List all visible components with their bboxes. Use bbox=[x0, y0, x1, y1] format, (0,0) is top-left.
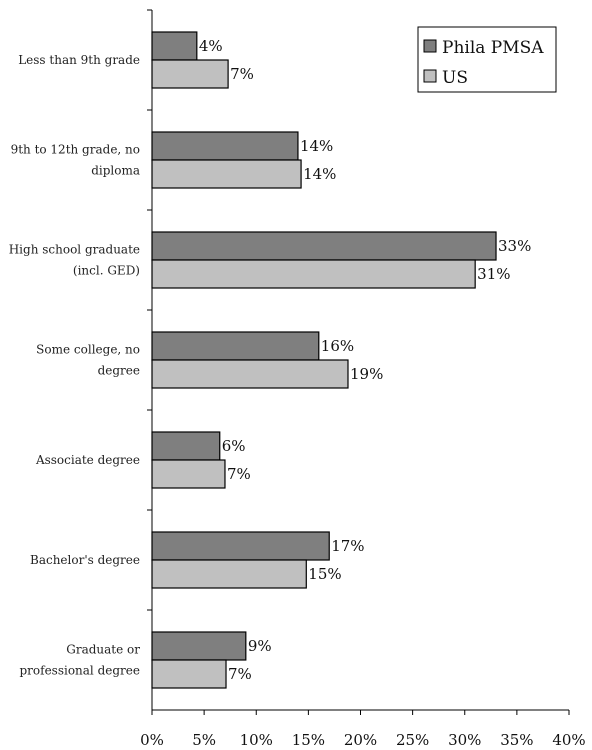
category-label-2: 9th to 12th grade, no diploma bbox=[11, 143, 140, 178]
legend-swatch-us bbox=[423, 69, 437, 83]
data-label-us-1: 7% bbox=[230, 65, 254, 83]
category-label-5: Associate degree bbox=[35, 453, 140, 467]
data-label-phila-pmsa-5: 6% bbox=[222, 437, 246, 455]
x-tick-label-30: 30% bbox=[448, 731, 481, 749]
data-labels-group: 4% 7% 14% 14% 33% 31% 16% 19% 6% 7% 17% 15% 9% 7% bbox=[199, 37, 532, 683]
category-label-6: Bachelor's degree bbox=[30, 553, 140, 567]
x-tick-label-40: 40% bbox=[552, 731, 585, 749]
bar-us-1 bbox=[151, 59, 229, 89]
data-label-us-3: 31% bbox=[477, 265, 510, 283]
data-label-phila-pmsa-6: 17% bbox=[331, 537, 364, 555]
data-label-us-5: 7% bbox=[227, 465, 251, 483]
category-label-1: Less than 9th grade bbox=[18, 53, 140, 67]
x-tick-label-0: 0% bbox=[140, 731, 164, 749]
bar-us-2 bbox=[151, 159, 302, 189]
data-label-phila-pmsa-2: 14% bbox=[300, 137, 333, 155]
bar-phila-pmsa-6 bbox=[151, 531, 330, 561]
bar-phila-pmsa-2 bbox=[151, 131, 299, 161]
data-label-phila-pmsa-3: 33% bbox=[498, 237, 531, 255]
data-label-us-7: 7% bbox=[228, 665, 252, 683]
bar-phila-pmsa-3 bbox=[151, 231, 497, 261]
legend-box bbox=[417, 26, 557, 93]
axes-group: 0% 5% 10% 15% 20% 25% 30% 35% 40% bbox=[140, 9, 586, 749]
x-tick-label-5: 5% bbox=[192, 731, 216, 749]
x-tick-label-35: 35% bbox=[500, 731, 533, 749]
x-tick-label-20: 20% bbox=[344, 731, 377, 749]
data-label-us-6: 15% bbox=[308, 565, 341, 583]
x-tick-label-25: 25% bbox=[396, 731, 429, 749]
data-label-phila-pmsa-4: 16% bbox=[321, 337, 354, 355]
legend-swatch-phila-pmsa bbox=[423, 39, 437, 53]
legend-label-us: US bbox=[442, 68, 468, 88]
category-label-3: High school graduate (incl. GED) bbox=[9, 243, 140, 278]
legend: Phila PMSA US bbox=[417, 26, 557, 93]
bar-us-4 bbox=[151, 359, 349, 389]
x-tick-label-15: 15% bbox=[292, 731, 325, 749]
bar-us-3 bbox=[151, 259, 476, 289]
bar-phila-pmsa-5 bbox=[151, 431, 221, 461]
bar-us-6 bbox=[151, 559, 307, 589]
category-labels-group: Less than 9th grade 9th to 12th grade, no… bbox=[9, 53, 141, 678]
bar-phila-pmsa-7 bbox=[151, 631, 247, 661]
x-tick-label-10: 10% bbox=[240, 731, 273, 749]
bar-us-7 bbox=[151, 659, 227, 689]
data-label-phila-pmsa-1: 4% bbox=[199, 37, 223, 55]
data-label-us-4: 19% bbox=[350, 365, 383, 383]
category-label-4: Some college, no degree bbox=[36, 343, 140, 378]
data-label-us-2: 14% bbox=[303, 165, 336, 183]
category-label-7: Graduate or professional degree bbox=[19, 643, 140, 678]
bar-us-5 bbox=[151, 459, 226, 489]
bar-phila-pmsa-1 bbox=[151, 31, 198, 61]
bars-group bbox=[151, 31, 497, 689]
data-label-phila-pmsa-7: 9% bbox=[248, 637, 272, 655]
legend-label-phila-pmsa: Phila PMSA bbox=[442, 38, 544, 58]
bar-phila-pmsa-4 bbox=[151, 331, 320, 361]
